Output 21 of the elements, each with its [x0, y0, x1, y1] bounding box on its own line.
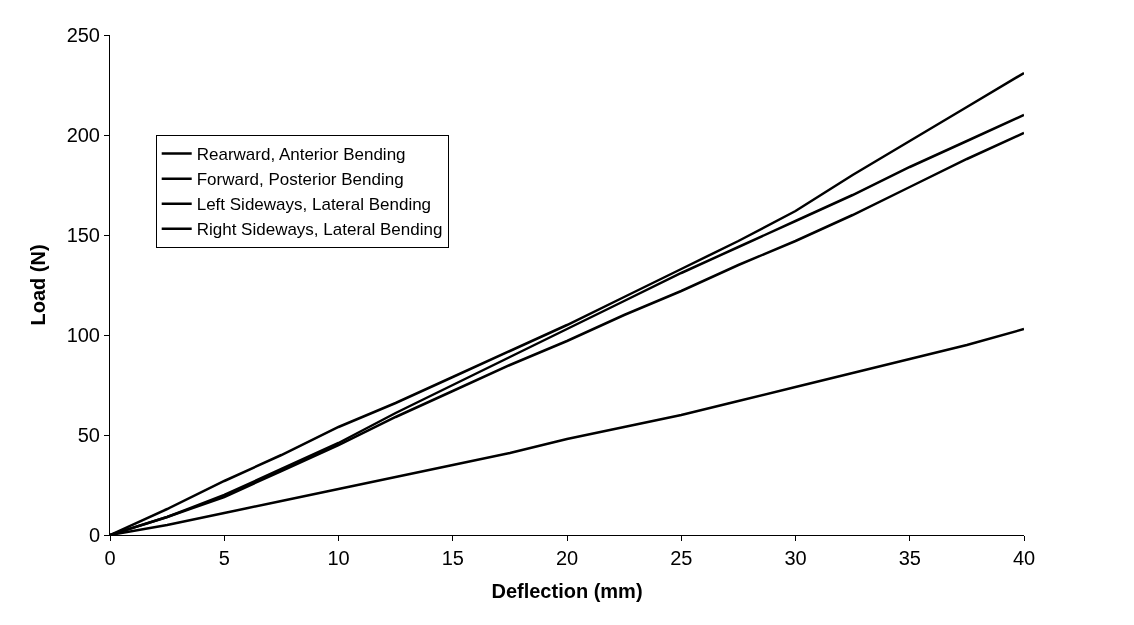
x-tick-label: 15	[441, 547, 464, 569]
y-tick-label: 0	[88, 524, 100, 546]
y-tick-label: 200	[66, 124, 100, 146]
y-axis-title: Load (N)	[27, 244, 50, 326]
y-tick-label: 50	[77, 424, 100, 446]
y-tick-label: 150	[66, 224, 100, 246]
x-tick-label: 35	[898, 547, 921, 569]
x-tick-label: 5	[218, 547, 230, 569]
legend-label: Rearward, Anterior Bending	[196, 145, 406, 165]
x-tick-label: 30	[784, 547, 807, 569]
x-tick-label: 10	[327, 547, 350, 569]
x-tick-label: 0	[104, 547, 116, 569]
x-tick-label: 20	[555, 547, 579, 569]
legend-label: Forward, Posterior Bending	[196, 170, 404, 190]
legend-label: Right Sideways, Lateral Bending	[196, 220, 443, 240]
y-tick-label: 100	[66, 324, 100, 346]
x-tick-label: 40	[1012, 547, 1036, 569]
x-axis-title: Deflection (mm)	[491, 579, 643, 602]
x-tick-label: 25	[670, 547, 693, 569]
y-tick-label: 250	[66, 24, 100, 46]
legend-label: Left Sideways, Lateral Bending	[196, 195, 432, 215]
